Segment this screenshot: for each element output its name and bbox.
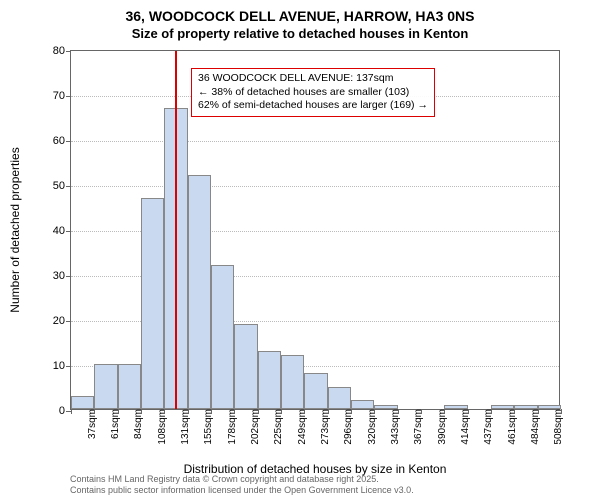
y-tick-label: 70 [35, 90, 71, 102]
histogram-bar [351, 400, 374, 409]
gridline [71, 141, 559, 142]
x-tick-label: 108sqm [153, 409, 168, 445]
x-tick-mark [71, 409, 72, 414]
x-tick-mark [561, 409, 562, 414]
histogram-bar [141, 198, 164, 410]
x-tick-label: 484sqm [526, 409, 541, 445]
x-tick-label: 225sqm [269, 409, 284, 445]
histogram-bar [94, 364, 117, 409]
x-tick-mark [468, 409, 469, 414]
x-tick-mark [514, 409, 515, 414]
footer-line: Contains HM Land Registry data © Crown c… [70, 474, 414, 485]
x-tick-label: 437sqm [479, 409, 494, 445]
x-tick-mark [444, 409, 445, 414]
x-tick-label: 508sqm [549, 409, 564, 445]
footer-attribution: Contains HM Land Registry data © Crown c… [70, 474, 414, 496]
x-tick-label: 37sqm [83, 409, 98, 439]
histogram-bar [281, 355, 304, 409]
y-tick-label: 80 [35, 45, 71, 57]
x-tick-label: 390sqm [433, 409, 448, 445]
x-tick-mark [421, 409, 422, 414]
plot-area: 0102030405060708037sqm61sqm84sqm108sqm13… [70, 50, 560, 410]
x-tick-mark [211, 409, 212, 414]
x-tick-label: 343sqm [386, 409, 401, 445]
y-tick-label: 10 [35, 360, 71, 372]
x-tick-mark [118, 409, 119, 414]
histogram-bar [328, 387, 351, 410]
callout-line: 36 WOODCOCK DELL AVENUE: 137sqm [198, 72, 428, 86]
y-tick-label: 40 [35, 225, 71, 237]
y-tick-label: 20 [35, 315, 71, 327]
x-tick-label: 320sqm [363, 409, 378, 445]
x-tick-label: 296sqm [339, 409, 354, 445]
x-tick-mark [164, 409, 165, 414]
x-tick-label: 249sqm [293, 409, 308, 445]
x-tick-label: 414sqm [456, 409, 471, 445]
gridline [71, 186, 559, 187]
x-tick-label: 367sqm [409, 409, 424, 445]
x-tick-mark [304, 409, 305, 414]
x-tick-label: 202sqm [246, 409, 261, 445]
histogram-bar [211, 265, 234, 409]
x-tick-label: 84sqm [129, 409, 144, 439]
x-tick-mark [538, 409, 539, 414]
property-callout-box: 36 WOODCOCK DELL AVENUE: 137sqm ← 38% of… [191, 68, 435, 117]
x-tick-label: 155sqm [199, 409, 214, 445]
callout-line: ← 38% of detached houses are smaller (10… [198, 86, 428, 100]
x-tick-mark [351, 409, 352, 414]
chart-container: 36, WOODCOCK DELL AVENUE, HARROW, HA3 0N… [0, 0, 600, 500]
x-tick-label: 131sqm [176, 409, 191, 445]
footer-line: Contains public sector information licen… [70, 485, 414, 496]
x-tick-mark [328, 409, 329, 414]
property-marker-line [175, 51, 177, 409]
x-tick-label: 273sqm [316, 409, 331, 445]
y-tick-label: 0 [35, 405, 71, 417]
x-tick-mark [94, 409, 95, 414]
x-tick-mark [374, 409, 375, 414]
histogram-bar [258, 351, 281, 410]
x-tick-label: 461sqm [503, 409, 518, 445]
x-tick-mark [398, 409, 399, 414]
histogram-bar [118, 364, 141, 409]
x-tick-mark [234, 409, 235, 414]
x-tick-mark [491, 409, 492, 414]
x-tick-label: 61sqm [106, 409, 121, 439]
x-tick-mark [258, 409, 259, 414]
chart-title-address: 36, WOODCOCK DELL AVENUE, HARROW, HA3 0N… [0, 8, 600, 24]
callout-line: 62% of semi-detached houses are larger (… [198, 99, 428, 113]
y-tick-label: 50 [35, 180, 71, 192]
x-tick-mark [281, 409, 282, 414]
y-axis-label: Number of detached properties [8, 147, 22, 312]
x-tick-label: 178sqm [223, 409, 238, 445]
x-tick-mark [141, 409, 142, 414]
histogram-bar [71, 396, 94, 410]
histogram-bar [304, 373, 327, 409]
histogram-bar [188, 175, 211, 409]
x-tick-mark [188, 409, 189, 414]
chart-subtitle: Size of property relative to detached ho… [0, 26, 600, 41]
y-tick-label: 30 [35, 270, 71, 282]
histogram-bar [234, 324, 257, 410]
y-tick-label: 60 [35, 135, 71, 147]
